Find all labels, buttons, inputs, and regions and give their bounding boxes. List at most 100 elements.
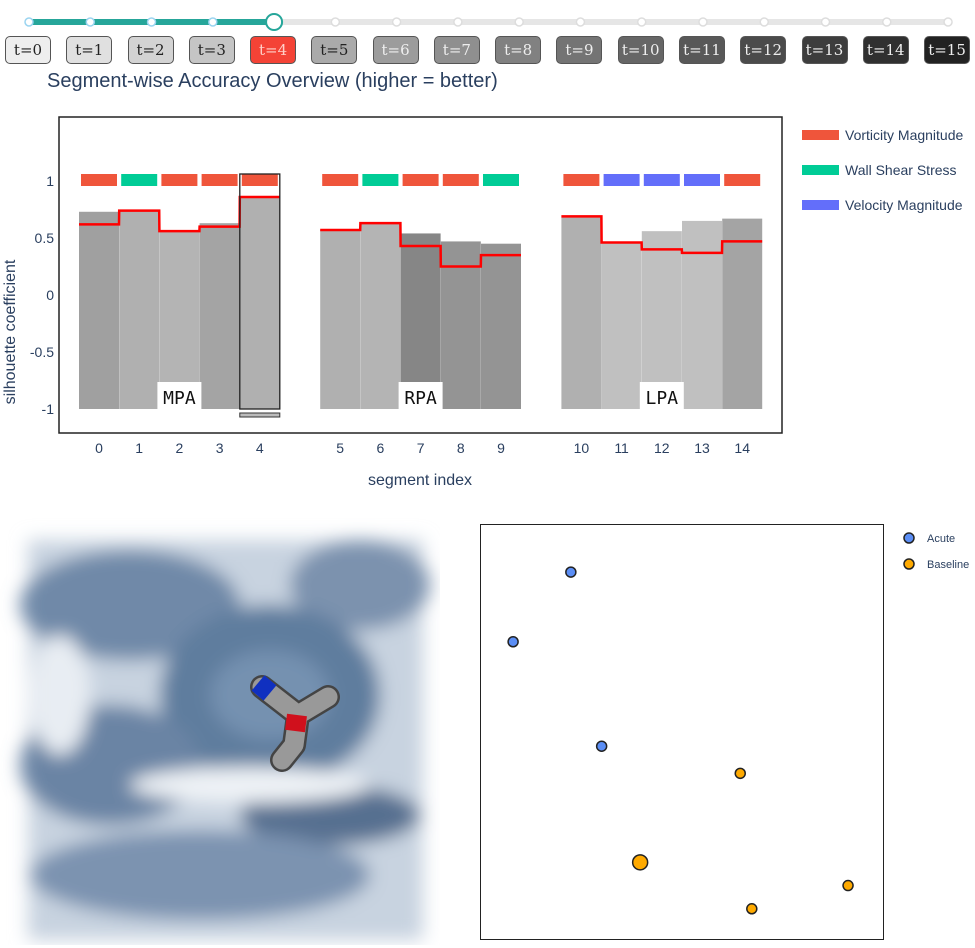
bar-segment-14[interactable] xyxy=(722,218,763,409)
y-tick-label: 1 xyxy=(46,173,54,189)
scatter-point-baseline[interactable] xyxy=(734,767,746,780)
vessel-model-icon xyxy=(250,675,340,772)
slider-tick[interactable] xyxy=(453,17,463,27)
slider-tick[interactable] xyxy=(882,17,892,27)
time-step-button-6[interactable]: t=6 xyxy=(372,36,419,64)
time-step-button-5[interactable]: t=5 xyxy=(311,36,358,64)
x-tick-label: 8 xyxy=(457,440,465,456)
bar-segment-11[interactable] xyxy=(601,242,642,409)
group-label-bg xyxy=(398,382,443,410)
time-step-button-2[interactable]: t=2 xyxy=(127,36,174,64)
x-tick-label: 2 xyxy=(176,440,184,456)
x-tick-label: 0 xyxy=(95,440,103,456)
bar-segment-5[interactable] xyxy=(320,230,361,409)
slider-tick[interactable] xyxy=(820,17,831,27)
slider-tick[interactable] xyxy=(575,17,586,27)
group-label-bg xyxy=(639,382,684,410)
x-tick-label: 6 xyxy=(377,440,385,456)
scatter-point-acute[interactable] xyxy=(595,740,608,752)
bar-segment-13[interactable] xyxy=(682,220,722,409)
x-tick-label: 14 xyxy=(734,440,750,456)
slider-tick[interactable] xyxy=(146,17,157,27)
slider-handle[interactable] xyxy=(265,13,284,31)
slider-tick[interactable] xyxy=(330,17,341,27)
slider-tick[interactable] xyxy=(943,17,953,27)
time-step-button-8[interactable]: t=8 xyxy=(495,36,542,64)
time-step-button-0[interactable]: t=0 xyxy=(5,36,51,64)
slider-tick[interactable] xyxy=(85,17,96,27)
bar-segment-6[interactable] xyxy=(360,223,401,409)
scatter-point-baseline[interactable] xyxy=(746,903,758,915)
slider-tick[interactable] xyxy=(636,17,647,27)
x-tick-label: 10 xyxy=(574,440,590,456)
bar-segment-12[interactable] xyxy=(641,231,682,409)
y-tick-label: -0.5 xyxy=(30,344,54,360)
bar-segment-4[interactable] xyxy=(239,196,280,409)
group-label-rpa: RPA xyxy=(404,388,437,409)
feature-band-6 xyxy=(362,174,399,186)
time-step-button-11[interactable]: t=11 xyxy=(678,36,725,64)
slider-tick[interactable] xyxy=(759,17,769,27)
x-tick-label: 12 xyxy=(654,440,670,456)
y-axis-label: silhouette coefficient xyxy=(2,259,19,404)
group-label-bg xyxy=(157,382,202,410)
legend-swatch xyxy=(802,165,839,175)
legend-swatch xyxy=(802,130,839,140)
timeline-slider[interactable] xyxy=(0,0,975,40)
legend-item-label[interactable]: Wall Shear Stress xyxy=(845,162,957,178)
volume-rendering-view[interactable] xyxy=(0,515,440,945)
bar-segment-9[interactable] xyxy=(481,243,521,409)
feature-band-0 xyxy=(81,174,117,186)
legend-item-label[interactable]: Acute xyxy=(927,533,955,545)
x-tick-label: 9 xyxy=(497,440,505,456)
scatter-point-baseline[interactable] xyxy=(631,854,649,871)
feature-band-8 xyxy=(442,174,479,186)
feature-band-3 xyxy=(201,174,238,186)
slider-tick[interactable] xyxy=(208,17,218,27)
bar-segment-0[interactable] xyxy=(79,211,119,409)
scatter-point-acute[interactable] xyxy=(565,566,577,578)
time-step-button-12[interactable]: t=12 xyxy=(740,36,787,64)
y-tick-label: -1 xyxy=(42,401,55,417)
y-tick-label: 0.5 xyxy=(35,230,55,246)
slider-tick[interactable] xyxy=(24,17,34,27)
time-step-button-10[interactable]: t=10 xyxy=(617,36,664,64)
slider-tick[interactable] xyxy=(698,17,708,27)
legend-item-label[interactable]: Baseline xyxy=(927,559,969,571)
time-step-button-3[interactable]: t=3 xyxy=(188,36,235,64)
slider-tick[interactable] xyxy=(514,17,524,27)
cohort-scatter-plot: Acute Baseline xyxy=(480,524,969,940)
time-step-button-14[interactable]: t=14 xyxy=(862,36,909,64)
time-step-button-1[interactable]: t=1 xyxy=(66,36,113,64)
legend-item-label[interactable]: Vorticity Magnitude xyxy=(845,127,963,143)
x-tick-label: 4 xyxy=(256,440,264,456)
selected-segment-outline[interactable] xyxy=(239,173,281,410)
time-step-button-9[interactable]: t=9 xyxy=(556,36,603,64)
slider-tick[interactable] xyxy=(391,17,402,27)
feature-band-5 xyxy=(322,174,359,186)
accuracy-step-line xyxy=(320,221,521,268)
bar-segment-2[interactable] xyxy=(159,231,200,409)
bar-segment-10[interactable] xyxy=(561,216,602,409)
time-step-button-4[interactable]: t=4 xyxy=(250,36,297,64)
time-step-button-13[interactable]: t=13 xyxy=(801,36,848,64)
legend-marker xyxy=(903,558,915,570)
time-step-button-15[interactable]: t=15 xyxy=(924,36,971,64)
feature-band-12 xyxy=(643,174,680,186)
scatter-frame xyxy=(480,524,884,940)
bar-segment-8[interactable] xyxy=(440,241,481,409)
time-step-button-7[interactable]: t=7 xyxy=(433,36,480,64)
bar-segment-7[interactable] xyxy=(400,233,441,409)
feature-band-7 xyxy=(402,174,439,186)
bar-segment-1[interactable] xyxy=(119,210,160,409)
legend-swatch xyxy=(802,200,839,210)
x-tick-label: 3 xyxy=(216,440,224,456)
bar-segment-3[interactable] xyxy=(199,223,240,409)
legend-item-label[interactable]: Velocity Magnitude xyxy=(845,197,963,213)
scatter-point-acute[interactable] xyxy=(507,636,519,648)
scatter-point-baseline[interactable] xyxy=(842,879,854,892)
accuracy-step-line xyxy=(561,215,763,255)
feature-band-14 xyxy=(724,174,761,186)
feature-band-2 xyxy=(161,174,198,186)
group-label-lpa: LPA xyxy=(646,388,679,409)
